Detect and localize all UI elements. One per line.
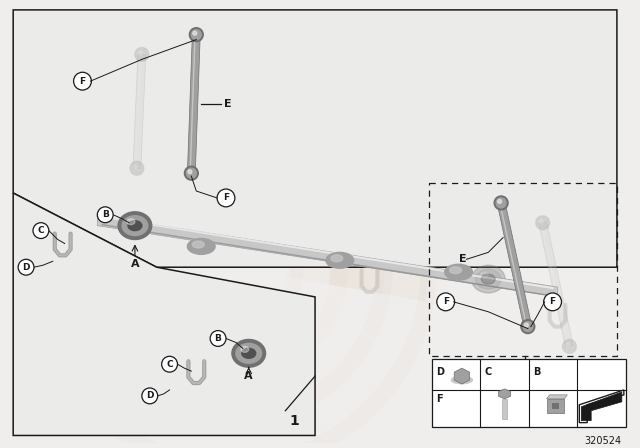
Ellipse shape: [232, 340, 266, 367]
Circle shape: [18, 259, 34, 275]
Text: A: A: [131, 259, 140, 269]
Ellipse shape: [326, 252, 354, 268]
Circle shape: [130, 161, 144, 175]
Circle shape: [563, 340, 577, 353]
Text: B: B: [102, 210, 109, 219]
Circle shape: [523, 322, 532, 332]
Polygon shape: [241, 116, 385, 294]
Ellipse shape: [481, 274, 495, 284]
Text: 320524: 320524: [585, 436, 622, 447]
Text: D: D: [146, 392, 154, 401]
Polygon shape: [454, 368, 470, 384]
Circle shape: [524, 323, 529, 327]
Circle shape: [494, 196, 508, 210]
Ellipse shape: [188, 238, 215, 254]
Circle shape: [436, 293, 454, 311]
Circle shape: [97, 207, 113, 223]
Polygon shape: [581, 392, 622, 421]
Circle shape: [137, 49, 147, 60]
Circle shape: [538, 218, 548, 228]
Bar: [432, 359, 626, 426]
Circle shape: [564, 341, 574, 351]
Text: B: B: [214, 334, 221, 343]
Polygon shape: [497, 202, 532, 327]
Bar: [547, 399, 564, 413]
Polygon shape: [547, 395, 568, 399]
Ellipse shape: [193, 241, 204, 248]
Circle shape: [74, 72, 92, 90]
Ellipse shape: [331, 255, 343, 262]
Ellipse shape: [472, 265, 505, 293]
Circle shape: [498, 199, 502, 203]
Ellipse shape: [242, 349, 255, 358]
Ellipse shape: [236, 344, 262, 363]
Text: E: E: [224, 99, 232, 109]
Polygon shape: [248, 72, 429, 302]
Polygon shape: [133, 54, 146, 168]
Circle shape: [521, 320, 535, 333]
Polygon shape: [13, 10, 617, 267]
Polygon shape: [13, 193, 315, 435]
Text: A: A: [244, 371, 253, 381]
Text: 2: 2: [520, 404, 530, 418]
Bar: [502, 399, 507, 418]
Circle shape: [193, 31, 196, 35]
Text: 1: 1: [289, 414, 299, 428]
Ellipse shape: [481, 272, 488, 278]
Polygon shape: [188, 34, 200, 173]
Ellipse shape: [241, 346, 249, 352]
Ellipse shape: [450, 267, 461, 274]
Circle shape: [132, 164, 142, 173]
Text: D: D: [22, 263, 30, 272]
Polygon shape: [499, 389, 511, 399]
Circle shape: [540, 219, 543, 223]
Text: B: B: [532, 367, 540, 377]
Circle shape: [142, 388, 157, 404]
Ellipse shape: [476, 269, 501, 289]
Text: F: F: [436, 393, 442, 404]
Text: D: D: [436, 367, 444, 377]
Text: F: F: [443, 297, 449, 306]
Circle shape: [138, 51, 142, 55]
Circle shape: [217, 189, 235, 207]
Text: C: C: [484, 367, 492, 377]
Circle shape: [536, 216, 550, 230]
Circle shape: [186, 168, 196, 178]
Text: C: C: [166, 360, 173, 369]
Text: C: C: [38, 226, 44, 235]
Circle shape: [191, 30, 201, 39]
Text: F: F: [550, 297, 556, 306]
Polygon shape: [97, 216, 557, 297]
Circle shape: [566, 343, 570, 347]
Circle shape: [188, 170, 192, 174]
Circle shape: [135, 47, 148, 61]
Ellipse shape: [122, 216, 148, 236]
Text: F: F: [79, 77, 86, 86]
Polygon shape: [539, 222, 573, 347]
Circle shape: [496, 198, 506, 208]
Ellipse shape: [127, 219, 135, 224]
Circle shape: [133, 165, 138, 169]
Ellipse shape: [118, 212, 152, 240]
Ellipse shape: [445, 264, 472, 280]
Text: F: F: [223, 194, 229, 202]
Ellipse shape: [451, 376, 473, 384]
Circle shape: [33, 223, 49, 238]
Circle shape: [543, 293, 561, 311]
Circle shape: [189, 28, 204, 42]
Text: E: E: [458, 254, 466, 264]
Circle shape: [210, 331, 226, 346]
Circle shape: [162, 356, 177, 372]
Circle shape: [184, 166, 198, 180]
Ellipse shape: [128, 221, 142, 231]
Bar: [552, 403, 559, 409]
